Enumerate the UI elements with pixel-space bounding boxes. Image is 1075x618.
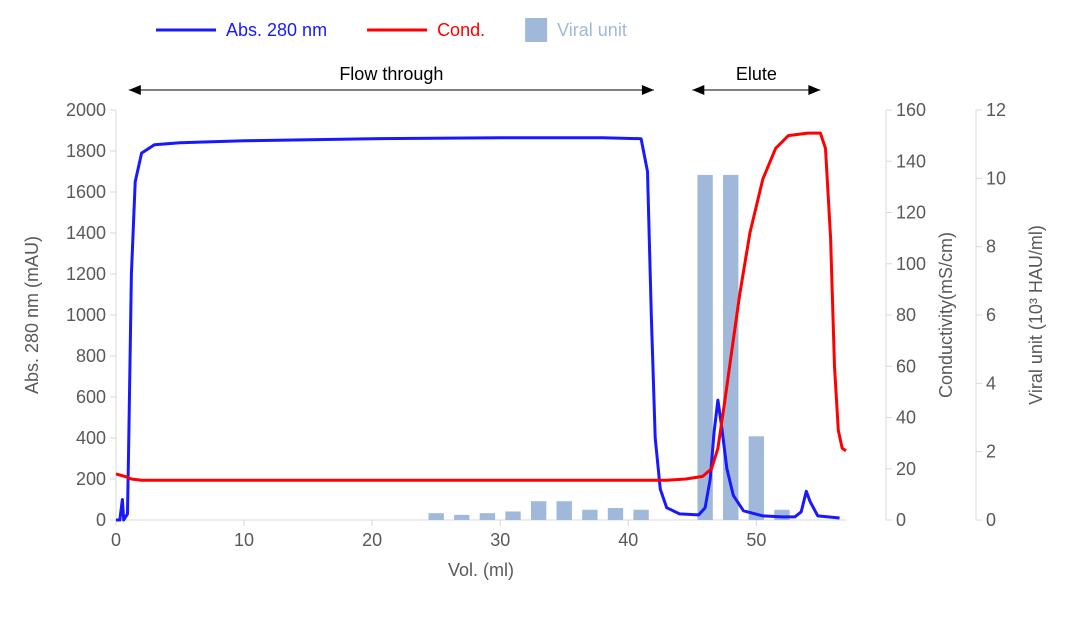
x-tick-label: 0 (111, 530, 121, 550)
annotation-elute-label: Elute (736, 64, 777, 84)
viral-unit-bar (531, 501, 546, 520)
y2-tick-label: 140 (896, 151, 926, 171)
y3-tick-label: 2 (986, 442, 996, 462)
viral-unit-bar (749, 436, 764, 520)
y2-tick-label: 120 (896, 203, 926, 223)
viral-unit-bar (480, 513, 495, 520)
y2-tick-label: 80 (896, 305, 916, 325)
chart-canvas: 0102030405002004006008001000120014001600… (0, 0, 1075, 618)
y2-tick-label: 160 (896, 100, 926, 120)
y2-tick-label: 0 (896, 510, 906, 530)
arrowhead-right-icon (642, 85, 654, 95)
viral-unit-bar (582, 510, 597, 520)
chromatogram-figure: { "layout":{ "width":1075,"height":618, … (0, 0, 1075, 618)
y3-tick-label: 6 (986, 305, 996, 325)
y3-tick-label: 4 (986, 373, 996, 393)
viral-unit-bar (454, 515, 469, 520)
y2-tick-label: 60 (896, 356, 916, 376)
viral-unit-bar (505, 511, 520, 520)
y1-axis-title: Abs. 280 nm (mAU) (22, 236, 42, 394)
viral-unit-bar (557, 501, 572, 520)
y1-tick-label: 1400 (66, 223, 106, 243)
x-tick-label: 30 (490, 530, 510, 550)
y1-tick-label: 800 (76, 346, 106, 366)
y2-tick-label: 40 (896, 408, 916, 428)
x-axis-title: Vol. (ml) (448, 560, 514, 580)
y3-axis-title: Viral unit (10³ HAU/ml) (1026, 225, 1046, 405)
x-tick-label: 50 (746, 530, 766, 550)
y1-tick-label: 0 (96, 510, 106, 530)
legend-cond-label: Cond. (437, 20, 485, 40)
x-tick-label: 40 (618, 530, 638, 550)
legend-viral-swatch (525, 18, 547, 42)
viral-unit-bar (428, 513, 443, 520)
y3-tick-label: 12 (986, 100, 1006, 120)
y1-tick-label: 200 (76, 469, 106, 489)
y1-tick-label: 600 (76, 387, 106, 407)
arrowhead-left-icon (692, 85, 704, 95)
y1-tick-label: 1200 (66, 264, 106, 284)
y2-axis-title: Conductivity(mS/cm) (936, 232, 956, 398)
arrowhead-left-icon (129, 85, 141, 95)
x-tick-label: 20 (362, 530, 382, 550)
y2-tick-label: 20 (896, 459, 916, 479)
arrowhead-right-icon (808, 85, 820, 95)
y3-tick-label: 8 (986, 237, 996, 257)
annotation-flowthrough-label: Flow through (339, 64, 443, 84)
viral-unit-bar (633, 510, 648, 520)
viral-unit-bar (608, 508, 623, 520)
y1-tick-label: 1000 (66, 305, 106, 325)
viral-unit-bar (774, 510, 789, 520)
x-tick-label: 10 (234, 530, 254, 550)
y1-tick-label: 400 (76, 428, 106, 448)
y2-tick-label: 100 (896, 254, 926, 274)
legend-abs-label: Abs. 280 nm (226, 20, 327, 40)
y3-tick-label: 0 (986, 510, 996, 530)
y1-tick-label: 1800 (66, 141, 106, 161)
y1-tick-label: 1600 (66, 182, 106, 202)
y1-tick-label: 2000 (66, 100, 106, 120)
y3-tick-label: 10 (986, 168, 1006, 188)
legend-viral-label: Viral unit (557, 20, 627, 40)
